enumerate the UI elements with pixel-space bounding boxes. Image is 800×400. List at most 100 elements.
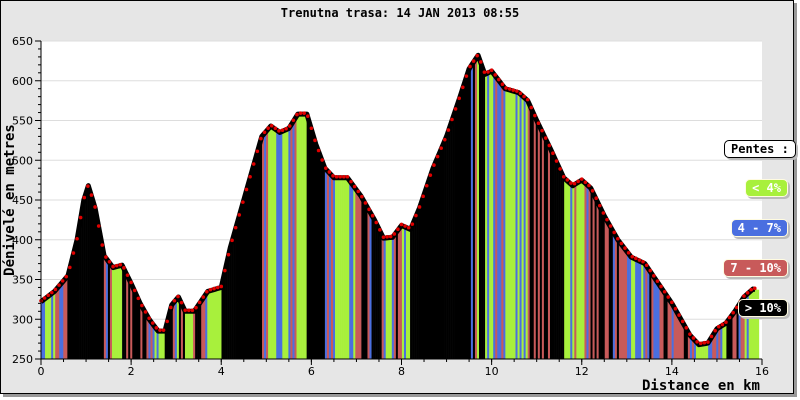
slope-bar [333, 176, 336, 359]
profile-point [644, 263, 649, 268]
slope-bar [41, 301, 44, 359]
profile-point [168, 305, 173, 310]
y-tick-label: 450 [12, 194, 33, 207]
slope-bar [249, 178, 253, 359]
profile-point [100, 243, 105, 247]
slope-bar [710, 339, 713, 359]
slope-bar [99, 232, 103, 359]
slope-bar [659, 285, 662, 359]
slope-bar [95, 211, 99, 359]
slope-bar [142, 307, 145, 359]
slope-bar [493, 73, 496, 360]
profile-point [78, 215, 83, 220]
slope-bar [130, 281, 133, 359]
profile-point [259, 136, 263, 141]
slope-bar [442, 145, 445, 359]
slope-bar [560, 169, 563, 359]
slope-bar [742, 299, 745, 359]
profile-point [111, 264, 115, 269]
slope-bar [255, 157, 259, 359]
slope-bar [566, 179, 569, 359]
profile-point [634, 256, 638, 261]
slope-bar [679, 317, 683, 359]
slope-bar [509, 89, 512, 360]
slope-bar [57, 288, 60, 359]
slope-bar [91, 196, 95, 359]
profile-point [399, 222, 404, 227]
profile-point [367, 207, 371, 212]
slope-bar [434, 165, 437, 359]
slope-bar [199, 304, 202, 359]
profile-point [255, 149, 260, 154]
profile-point [125, 273, 130, 277]
slope-bar [462, 88, 466, 360]
slope-bar [274, 128, 277, 359]
slope-bar [432, 170, 435, 359]
profile-point [666, 295, 671, 299]
slope-bar [533, 114, 537, 360]
slope-bar [410, 229, 413, 359]
slope-bar [164, 331, 168, 359]
slope-bar [304, 114, 307, 359]
profile-point [493, 73, 498, 77]
slope-bar [278, 131, 281, 359]
profile-point [529, 105, 534, 110]
profile-point [587, 183, 591, 188]
profile-point [313, 138, 317, 143]
profile-point [626, 250, 631, 255]
slope-bar [306, 114, 309, 359]
slope-bar [521, 95, 524, 359]
slope-bar [572, 185, 575, 359]
slope-bar [499, 81, 502, 359]
slope-bar [549, 147, 553, 359]
slope-bar [570, 183, 573, 359]
profile-point [316, 148, 321, 153]
profile-point [96, 224, 101, 228]
slope-bar [430, 176, 433, 359]
profile-point [140, 303, 144, 308]
slope-bar [118, 266, 121, 359]
slope-bar [286, 129, 289, 359]
profile-point [86, 184, 90, 188]
profile-point [172, 298, 177, 303]
profile-point [230, 238, 234, 243]
profile-point [442, 137, 447, 142]
slope-bar [51, 294, 54, 359]
profile-point [684, 325, 689, 330]
slope-bar [308, 120, 311, 359]
profile-point [107, 260, 112, 264]
slope-bar [162, 331, 165, 359]
profile-point [497, 77, 501, 82]
slope-bar [545, 139, 549, 359]
profile-point [273, 126, 278, 131]
slope-bar [81, 213, 84, 359]
slope-bar [412, 225, 415, 359]
slope-bar [349, 180, 352, 359]
profile-point [605, 217, 609, 222]
slope-bar [438, 155, 441, 359]
x-tick-label: 8 [398, 365, 405, 378]
slope-bar [479, 57, 482, 359]
slope-bar [241, 207, 245, 359]
slope-bar [225, 268, 228, 359]
slope-bar [754, 289, 758, 359]
slope-bar [726, 322, 729, 359]
slope-bar [700, 344, 703, 359]
slope-bar [541, 131, 545, 359]
slope-bar [326, 170, 330, 359]
slope-bar [483, 69, 486, 359]
profile-point [572, 181, 577, 186]
profile-point [136, 296, 141, 301]
slope-bar [436, 160, 439, 359]
slope-bar [330, 174, 334, 359]
profile-point [453, 107, 458, 111]
profile-point [648, 268, 653, 273]
slope-bar [191, 311, 194, 359]
profile-point [601, 211, 606, 215]
y-axis-label: Dénivelé en metres [2, 124, 18, 276]
slope-bar [312, 133, 316, 359]
slope-bar [734, 311, 737, 359]
profile-point [583, 180, 588, 185]
slope-bar [578, 182, 581, 359]
profile-point [515, 89, 519, 93]
